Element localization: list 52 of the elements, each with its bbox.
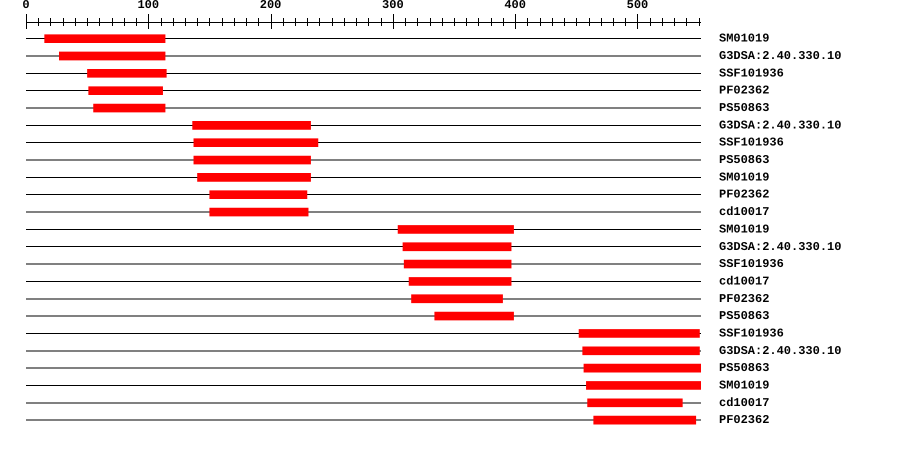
y-tick-label: PF02362 — [719, 188, 770, 202]
y-tick-label: PS50863 — [719, 309, 770, 324]
bar — [587, 398, 683, 408]
y-tick-label: SSF101936 — [719, 66, 784, 80]
bar — [209, 190, 308, 200]
bar — [88, 86, 163, 96]
bar — [586, 381, 701, 390]
y-tick-label: PF02362 — [719, 292, 770, 306]
bar — [194, 138, 318, 148]
x-tick-label: 0 — [22, 0, 30, 12]
y-tick-label: cd10017 — [719, 205, 770, 220]
y-tick-label: G3DSA:2.40.330.10 — [719, 118, 842, 132]
bar — [408, 277, 512, 286]
y-tick-label: SM01019 — [719, 32, 770, 46]
x-tick-label: 400 — [504, 0, 526, 12]
bar — [209, 208, 308, 216]
x-tick-label: 200 — [260, 0, 282, 12]
bar — [44, 34, 166, 44]
y-tick-label: SM01019 — [719, 170, 770, 184]
bar — [404, 260, 512, 268]
y-tick-label: PF02362 — [719, 413, 770, 428]
y-tick-label: G3DSA:2.40.330.10 — [719, 240, 842, 254]
y-tick-label: SM01019 — [719, 378, 770, 392]
y-tick-label: SM01019 — [719, 222, 770, 236]
y-tick-label: PS50863 — [719, 153, 770, 168]
y-tick-label: SSF101936 — [719, 136, 784, 150]
y-tick-label: G3DSA:2.40.330.10 — [719, 344, 842, 358]
y-tick-label: SSF101936 — [719, 257, 784, 272]
y-tick-label: PF02362 — [719, 84, 770, 98]
bar — [593, 416, 696, 424]
bar — [192, 121, 311, 130]
y-tick-label: SSF101936 — [719, 326, 784, 340]
bar — [87, 69, 167, 78]
bar — [93, 104, 166, 112]
bar — [582, 346, 700, 356]
y-tick-label: cd10017 — [719, 274, 770, 288]
bar — [411, 294, 503, 304]
x-tick-label: 500 — [626, 0, 648, 12]
x-tick-label: 300 — [382, 0, 404, 12]
bar — [434, 312, 514, 320]
bar — [59, 52, 166, 60]
bar — [578, 329, 700, 338]
bar — [402, 242, 512, 252]
bar — [398, 225, 514, 234]
y-tick-label: cd10017 — [719, 396, 770, 410]
x-tick-label: 100 — [137, 0, 160, 12]
y-tick-label: PS50863 — [719, 361, 770, 376]
bar — [194, 156, 311, 164]
bar — [584, 364, 701, 372]
y-tick-label: PS50863 — [719, 101, 770, 116]
bar — [197, 173, 311, 182]
y-tick-label: G3DSA:2.40.330.10 — [719, 49, 842, 64]
